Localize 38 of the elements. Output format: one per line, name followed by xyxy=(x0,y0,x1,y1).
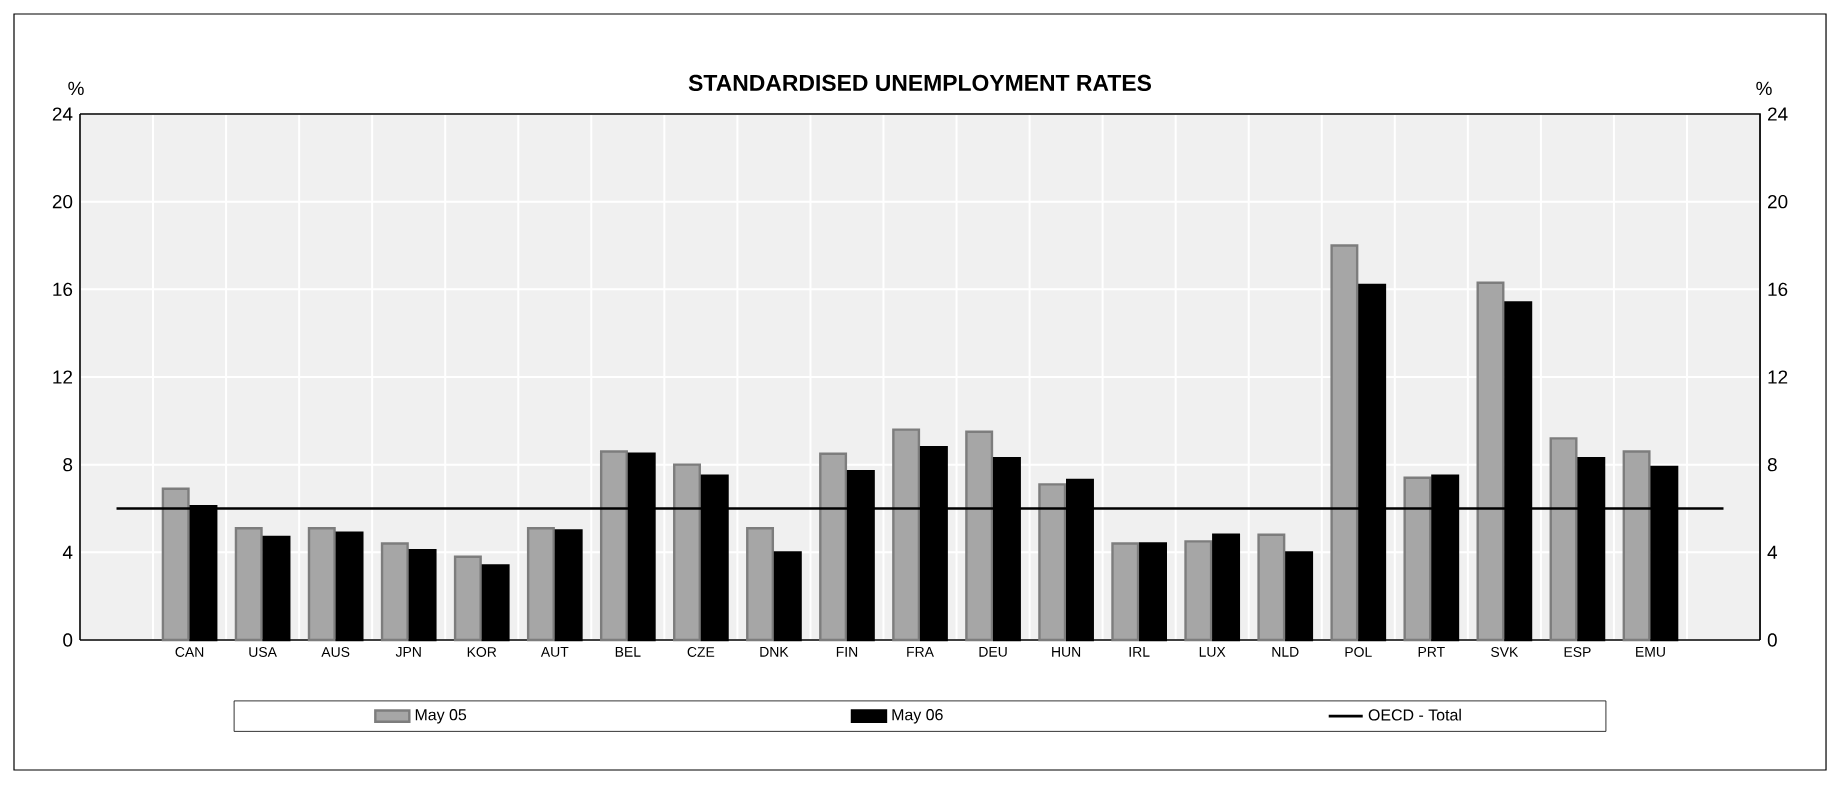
bar xyxy=(1038,483,1067,642)
bar xyxy=(1184,540,1213,642)
bar xyxy=(1403,476,1432,642)
bar xyxy=(1330,244,1359,642)
bar xyxy=(599,450,628,642)
bar xyxy=(380,542,409,642)
bar xyxy=(1476,281,1505,642)
y-tick-label: 12 xyxy=(53,370,73,384)
y2-tick-label: 12 xyxy=(1768,370,1788,384)
bar xyxy=(234,527,263,642)
y-tick-label: 0 xyxy=(63,633,73,647)
y2-tick-label: 8 xyxy=(1767,457,1777,472)
bar xyxy=(1111,542,1140,642)
y2-tick-label: 4 xyxy=(1767,545,1778,559)
y-tick-label: 16 xyxy=(53,282,73,297)
y2-tick-label: 20 xyxy=(1768,194,1788,209)
bar xyxy=(1549,437,1578,642)
bar xyxy=(161,487,190,642)
y-axis-title: % xyxy=(68,81,84,96)
bar xyxy=(1257,533,1286,642)
y2-tick-label: 16 xyxy=(1768,282,1788,297)
y2-tick-label: 0 xyxy=(1767,633,1777,647)
bar xyxy=(307,527,336,642)
bar xyxy=(673,463,701,642)
chart-title: STANDARDISED UNEMPLOYMENT RATES xyxy=(688,74,1151,92)
bar xyxy=(746,527,775,642)
y-tick-label: 20 xyxy=(52,194,73,209)
bar xyxy=(1622,450,1651,642)
y-tick-label: 8 xyxy=(63,457,73,472)
y2-axis-title: % xyxy=(1756,81,1772,96)
bar xyxy=(453,555,482,642)
bar xyxy=(819,452,848,642)
bar xyxy=(526,527,555,642)
y-tick-label: 4 xyxy=(62,545,73,559)
y2-tick-label: 24 xyxy=(1768,107,1788,121)
y-tick-label: 24 xyxy=(52,107,73,121)
bar xyxy=(965,430,994,642)
bar xyxy=(892,428,921,642)
